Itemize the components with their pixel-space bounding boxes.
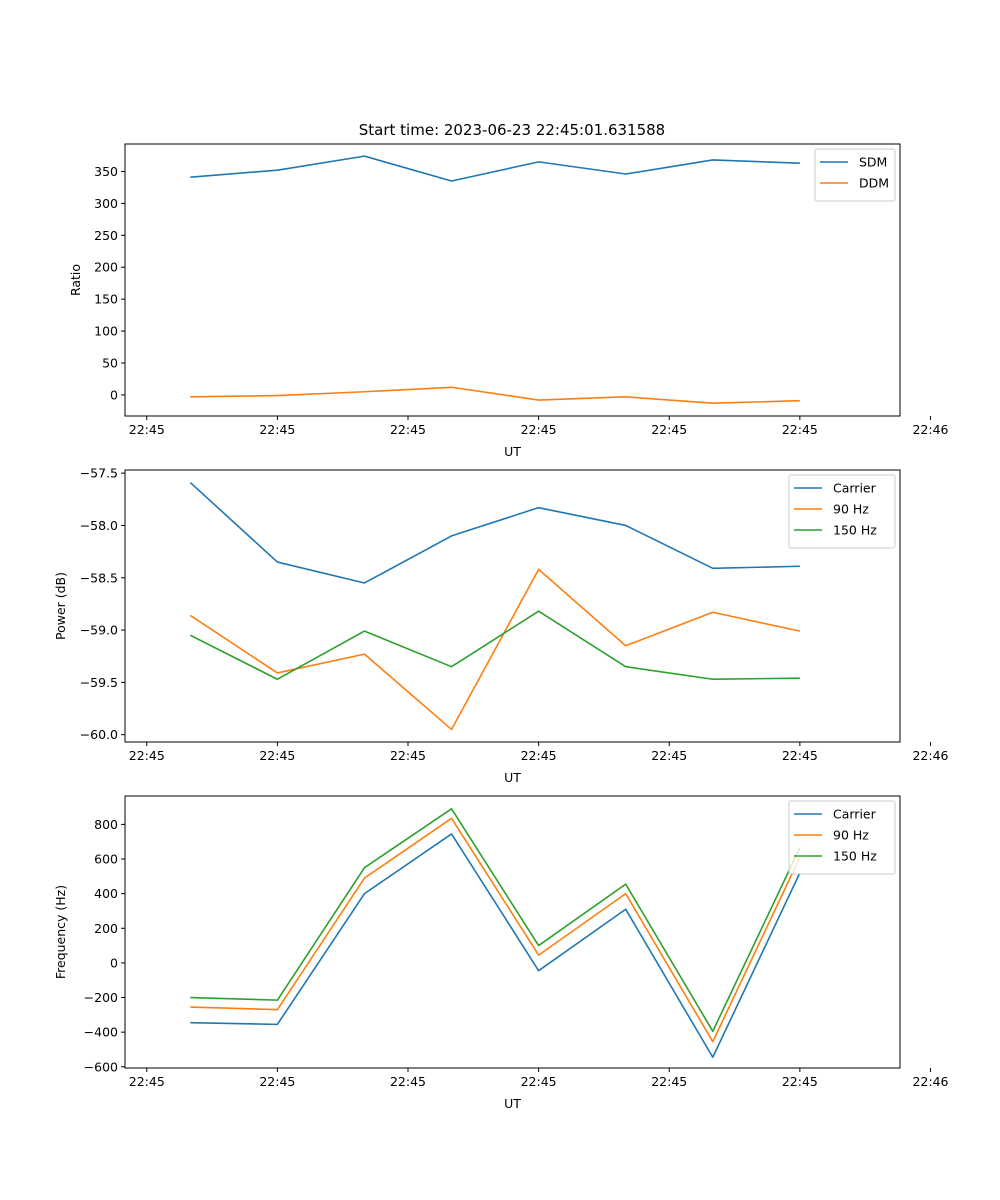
y-tick-label: 800 [94,817,118,832]
y-tick-label: 150 [94,292,118,307]
x-tick-label: 22:45 [390,422,426,437]
y-tick-label: −57.5 [80,466,118,481]
y-tick-label: 600 [94,852,118,867]
series-line-150-hz [190,808,801,1033]
subplot-power: 22:45 22:45 22:45 22:45 22:45 22:45 22:46 −60.0… [53,466,949,785]
series-line-90-hz [190,817,801,1043]
legend-label: 90 Hz [833,502,869,517]
y-tick-label: 100 [94,324,118,339]
x-tick-label: 22:45 [259,422,295,437]
y-tick-label: 0 [110,955,118,970]
x-axis-label: UT [504,1096,521,1111]
y-tick-label: 350 [94,164,118,179]
y-tick-label: 0 [110,387,118,402]
x-tick-label: 22:45 [129,748,165,763]
legend-label: SDM [859,155,887,170]
y-axis-label: Frequency (Hz) [53,885,68,979]
x-tick-label: 22:45 [259,748,295,763]
legend-label: 90 Hz [833,828,869,843]
legend-label: Carrier [833,481,877,496]
x-tick-label: 22:45 [521,1074,557,1089]
series-line-sdm [190,155,800,182]
subplot-ratio: 22:45 22:45 22:45 22:45 22:45 22:45 22:46 0 50 10… [68,143,949,459]
series-line-ddm [190,386,800,405]
y-tick-label: 300 [94,196,118,211]
y-tick-label: 250 [94,228,118,243]
axes-frame [124,469,901,743]
y-axis-label: Power (dB) [53,572,68,640]
x-tick-label: 22:46 [912,422,948,437]
legend-label: Carrier [833,807,877,822]
x-tick-label: 22:45 [129,1074,165,1089]
legend: SDM DDM [814,148,896,202]
series-line-90-hz [189,568,801,731]
y-tick-label: 50 [102,356,118,371]
x-tick-label: 22:45 [390,1074,426,1089]
y-tick-label: 200 [94,921,118,936]
y-tick-label: 400 [94,886,118,901]
x-tick-label: 22:45 [782,1074,818,1089]
y-tick-label: −58.0 [80,518,118,533]
x-tick-label: 22:45 [651,422,687,437]
x-tick-label: 22:45 [782,422,818,437]
x-tick-label: 22:46 [912,748,948,763]
y-tick-label: −59.5 [80,675,118,690]
y-tick-label: 200 [94,260,118,275]
legend-label: 150 Hz [833,523,877,538]
x-tick-label: 22:46 [912,1074,948,1089]
series-line-carrier [190,833,801,1059]
axes-frame [124,795,901,1069]
subplot-frequency: 22:45 22:45 22:45 22:45 22:45 22:45 22:46 −600 −… [53,795,949,1111]
x-tick-label: 22:45 [521,748,557,763]
x-tick-label: 22:45 [390,748,426,763]
y-tick-label: −59.0 [80,623,118,638]
y-tick-label: −200 [84,990,118,1005]
x-tick-label: 22:45 [651,748,687,763]
y-tick-label: −600 [84,1059,118,1074]
legend-label: DDM [859,176,889,191]
x-axis-label: UT [504,770,521,785]
y-tick-label: −60.0 [80,727,118,742]
y-axis-label: Ratio [68,264,83,296]
x-tick-label: 22:45 [129,422,165,437]
y-tick-label: −400 [84,1025,118,1040]
legend-label: 150 Hz [833,849,877,864]
legend: Carrier 90 Hz 150 Hz [788,474,896,549]
chart-title: Start time: 2023-06-23 22:45:01.631588 [359,121,665,139]
x-tick-label: 22:45 [651,1074,687,1089]
y-tick-label: −58.5 [80,570,118,585]
series-line-150-hz [189,610,800,681]
axes-frame [124,143,901,417]
x-tick-label: 22:45 [782,748,818,763]
series-line-carrier [189,481,800,584]
x-tick-label: 22:45 [259,1074,295,1089]
x-tick-label: 22:45 [521,422,557,437]
legend: Carrier 90 Hz 150 Hz [788,800,896,875]
x-axis-label: UT [504,444,521,459]
